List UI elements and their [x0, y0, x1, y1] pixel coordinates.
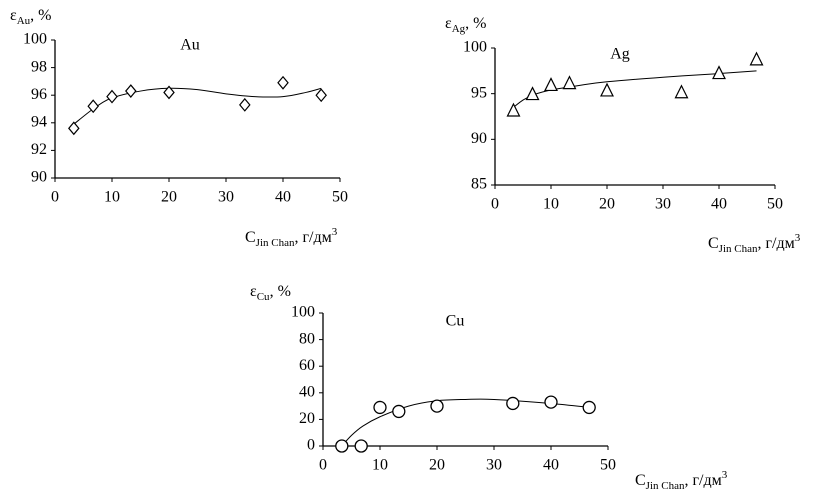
y-axis-label-part: , %	[270, 283, 291, 300]
circle-marker	[335, 439, 349, 453]
triangle-marker	[506, 102, 521, 117]
x-tick-label: 30	[218, 189, 234, 206]
x-tick-label: 50	[600, 457, 616, 474]
y-tick-label: 40	[299, 383, 315, 400]
diamond-marker	[68, 121, 80, 136]
y-tick-label: 90	[471, 130, 487, 147]
y-tick-label: 94	[31, 113, 47, 130]
y-tick-label: 85	[471, 176, 487, 193]
y-tick-label: 96	[31, 86, 47, 103]
y-tick-label: 80	[299, 330, 315, 347]
x-axis-label-part: 3	[332, 226, 338, 238]
y-axis-label-part: , %	[30, 7, 51, 24]
x-axis-label-part: C	[708, 235, 719, 252]
x-tick-label: 0	[319, 457, 327, 474]
x-tick-label: 30	[655, 196, 671, 213]
x-tick-label: 0	[51, 189, 59, 206]
y-axis-label-part: ε	[250, 283, 257, 300]
x-axis-label-part: , г/дм	[294, 229, 331, 246]
diamond-marker	[125, 84, 137, 98]
y-tick-label: 98	[31, 58, 47, 75]
x-tick-label: 50	[767, 196, 783, 213]
y-axis-label: εAg, %	[445, 15, 487, 35]
y-axis-label: εAu, %	[10, 7, 52, 27]
x-axis-label-part: C	[635, 472, 646, 489]
diamond-marker	[315, 88, 327, 103]
y-tick-label: 60	[299, 357, 315, 374]
diamond-marker	[239, 97, 251, 112]
diamond-marker	[87, 99, 99, 114]
y-axis-label-part: Cu	[257, 291, 270, 303]
circle-marker	[582, 400, 596, 415]
trend-line	[73, 87, 322, 125]
circle-marker	[354, 439, 368, 453]
diamond-marker	[163, 85, 175, 100]
chart-title: Au	[180, 37, 200, 54]
x-tick-label: 10	[372, 457, 388, 474]
chart-title: Cu	[446, 313, 465, 330]
x-axis-label-part: , г/дм	[684, 472, 721, 489]
trend-line	[341, 398, 590, 447]
x-tick-label: 20	[161, 189, 177, 206]
x-tick-label: 40	[275, 189, 291, 206]
triangle-marker	[544, 77, 558, 92]
x-tick-label: 20	[429, 457, 445, 474]
x-axis-label-part: C	[245, 229, 256, 246]
triangle-marker	[525, 86, 540, 101]
y-tick-label: 100	[291, 304, 315, 321]
x-axis-label: CJin Chan, г/дм3	[708, 232, 801, 255]
y-tick-label: 0	[307, 437, 315, 454]
x-axis-label: CJin Chan, г/дм3	[635, 469, 728, 492]
x-axis-label: CJin Chan, г/дм3	[245, 226, 338, 249]
y-axis-label-part: , %	[465, 15, 486, 32]
x-tick-label: 20	[599, 196, 615, 213]
y-tick-label: 95	[471, 84, 487, 101]
y-axis-label-part: Ag	[452, 23, 466, 35]
x-axis-label-part: 3	[795, 232, 801, 244]
y-tick-label: 100	[463, 39, 487, 56]
diamond-marker	[277, 75, 289, 90]
x-tick-label: 40	[711, 196, 727, 213]
y-tick-label: 90	[31, 169, 47, 186]
y-tick-label: 92	[31, 141, 47, 158]
y-axis-label-part: ε	[445, 15, 452, 32]
y-axis-label: εCu, %	[250, 283, 291, 303]
triangle-marker	[749, 51, 764, 66]
triangle-marker	[674, 84, 689, 99]
x-axis-label-part: Jin Chan	[646, 480, 685, 492]
x-tick-label: 0	[491, 196, 499, 213]
y-tick-label: 100	[23, 31, 47, 48]
triangle-marker	[712, 65, 726, 80]
x-tick-label: 10	[104, 189, 120, 206]
x-tick-label: 40	[543, 457, 559, 474]
x-tick-label: 50	[332, 189, 348, 206]
x-axis-label-part: , г/дм	[757, 235, 794, 252]
circle-marker	[373, 400, 387, 415]
x-tick-label: 30	[486, 457, 502, 474]
x-axis-label-part: 3	[722, 469, 728, 481]
x-axis-label-part: Jin Chan	[256, 237, 295, 249]
circle-marker	[430, 399, 444, 413]
circle-marker	[506, 396, 520, 411]
y-axis-label-part: ε	[10, 7, 17, 24]
y-tick-label: 20	[299, 410, 315, 427]
circle-marker	[392, 404, 406, 419]
triangle-marker	[600, 82, 614, 97]
diamond-marker	[106, 89, 118, 104]
y-axis-label-part: Au	[17, 15, 31, 27]
chart-title: Ag	[610, 46, 630, 63]
x-axis-label-part: Jin Chan	[719, 243, 758, 255]
x-tick-label: 10	[543, 196, 559, 213]
triangle-marker	[562, 75, 577, 90]
circle-marker	[544, 395, 558, 409]
trend-line	[513, 70, 757, 108]
